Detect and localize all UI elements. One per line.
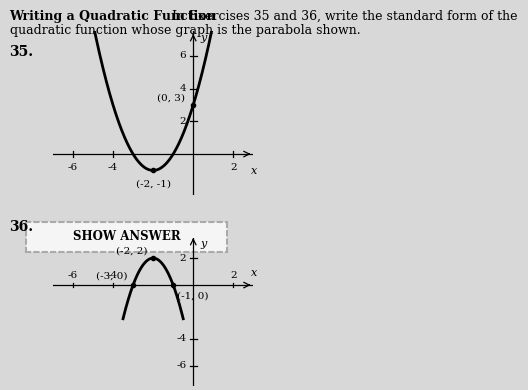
Text: 35.: 35. [10,45,34,59]
Text: x: x [251,268,258,278]
Text: 36.: 36. [10,220,34,234]
Text: -6: -6 [68,271,78,280]
Text: 2: 2 [180,254,186,262]
Text: 2: 2 [180,117,186,126]
Text: 4: 4 [180,84,186,93]
Text: quadratic function whose graph is the parabola shown.: quadratic function whose graph is the pa… [10,24,360,37]
Text: -4: -4 [108,271,118,280]
Text: -6: -6 [68,163,78,172]
Text: -6: -6 [176,362,186,370]
Text: (-2, 2): (-2, 2) [116,246,147,255]
Text: -4: -4 [176,335,186,344]
Text: (-2, -1): (-2, -1) [136,179,171,188]
Text: (-3, 0): (-3, 0) [96,272,127,281]
Text: x: x [251,165,258,176]
Text: -4: -4 [108,163,118,172]
Text: Writing a Quadratic Function: Writing a Quadratic Function [10,10,216,23]
Text: 2: 2 [230,163,237,172]
Text: (0, 3): (0, 3) [157,94,185,103]
Text: 6: 6 [180,51,186,60]
Text: y: y [200,239,206,249]
Text: (-1, 0): (-1, 0) [177,292,209,301]
Text: In Exercises 35 and 36, write the standard form of the: In Exercises 35 and 36, write the standa… [164,10,517,23]
Text: SHOW ANSWER: SHOW ANSWER [73,230,181,243]
Text: y: y [200,33,206,43]
Text: 2: 2 [230,271,237,280]
